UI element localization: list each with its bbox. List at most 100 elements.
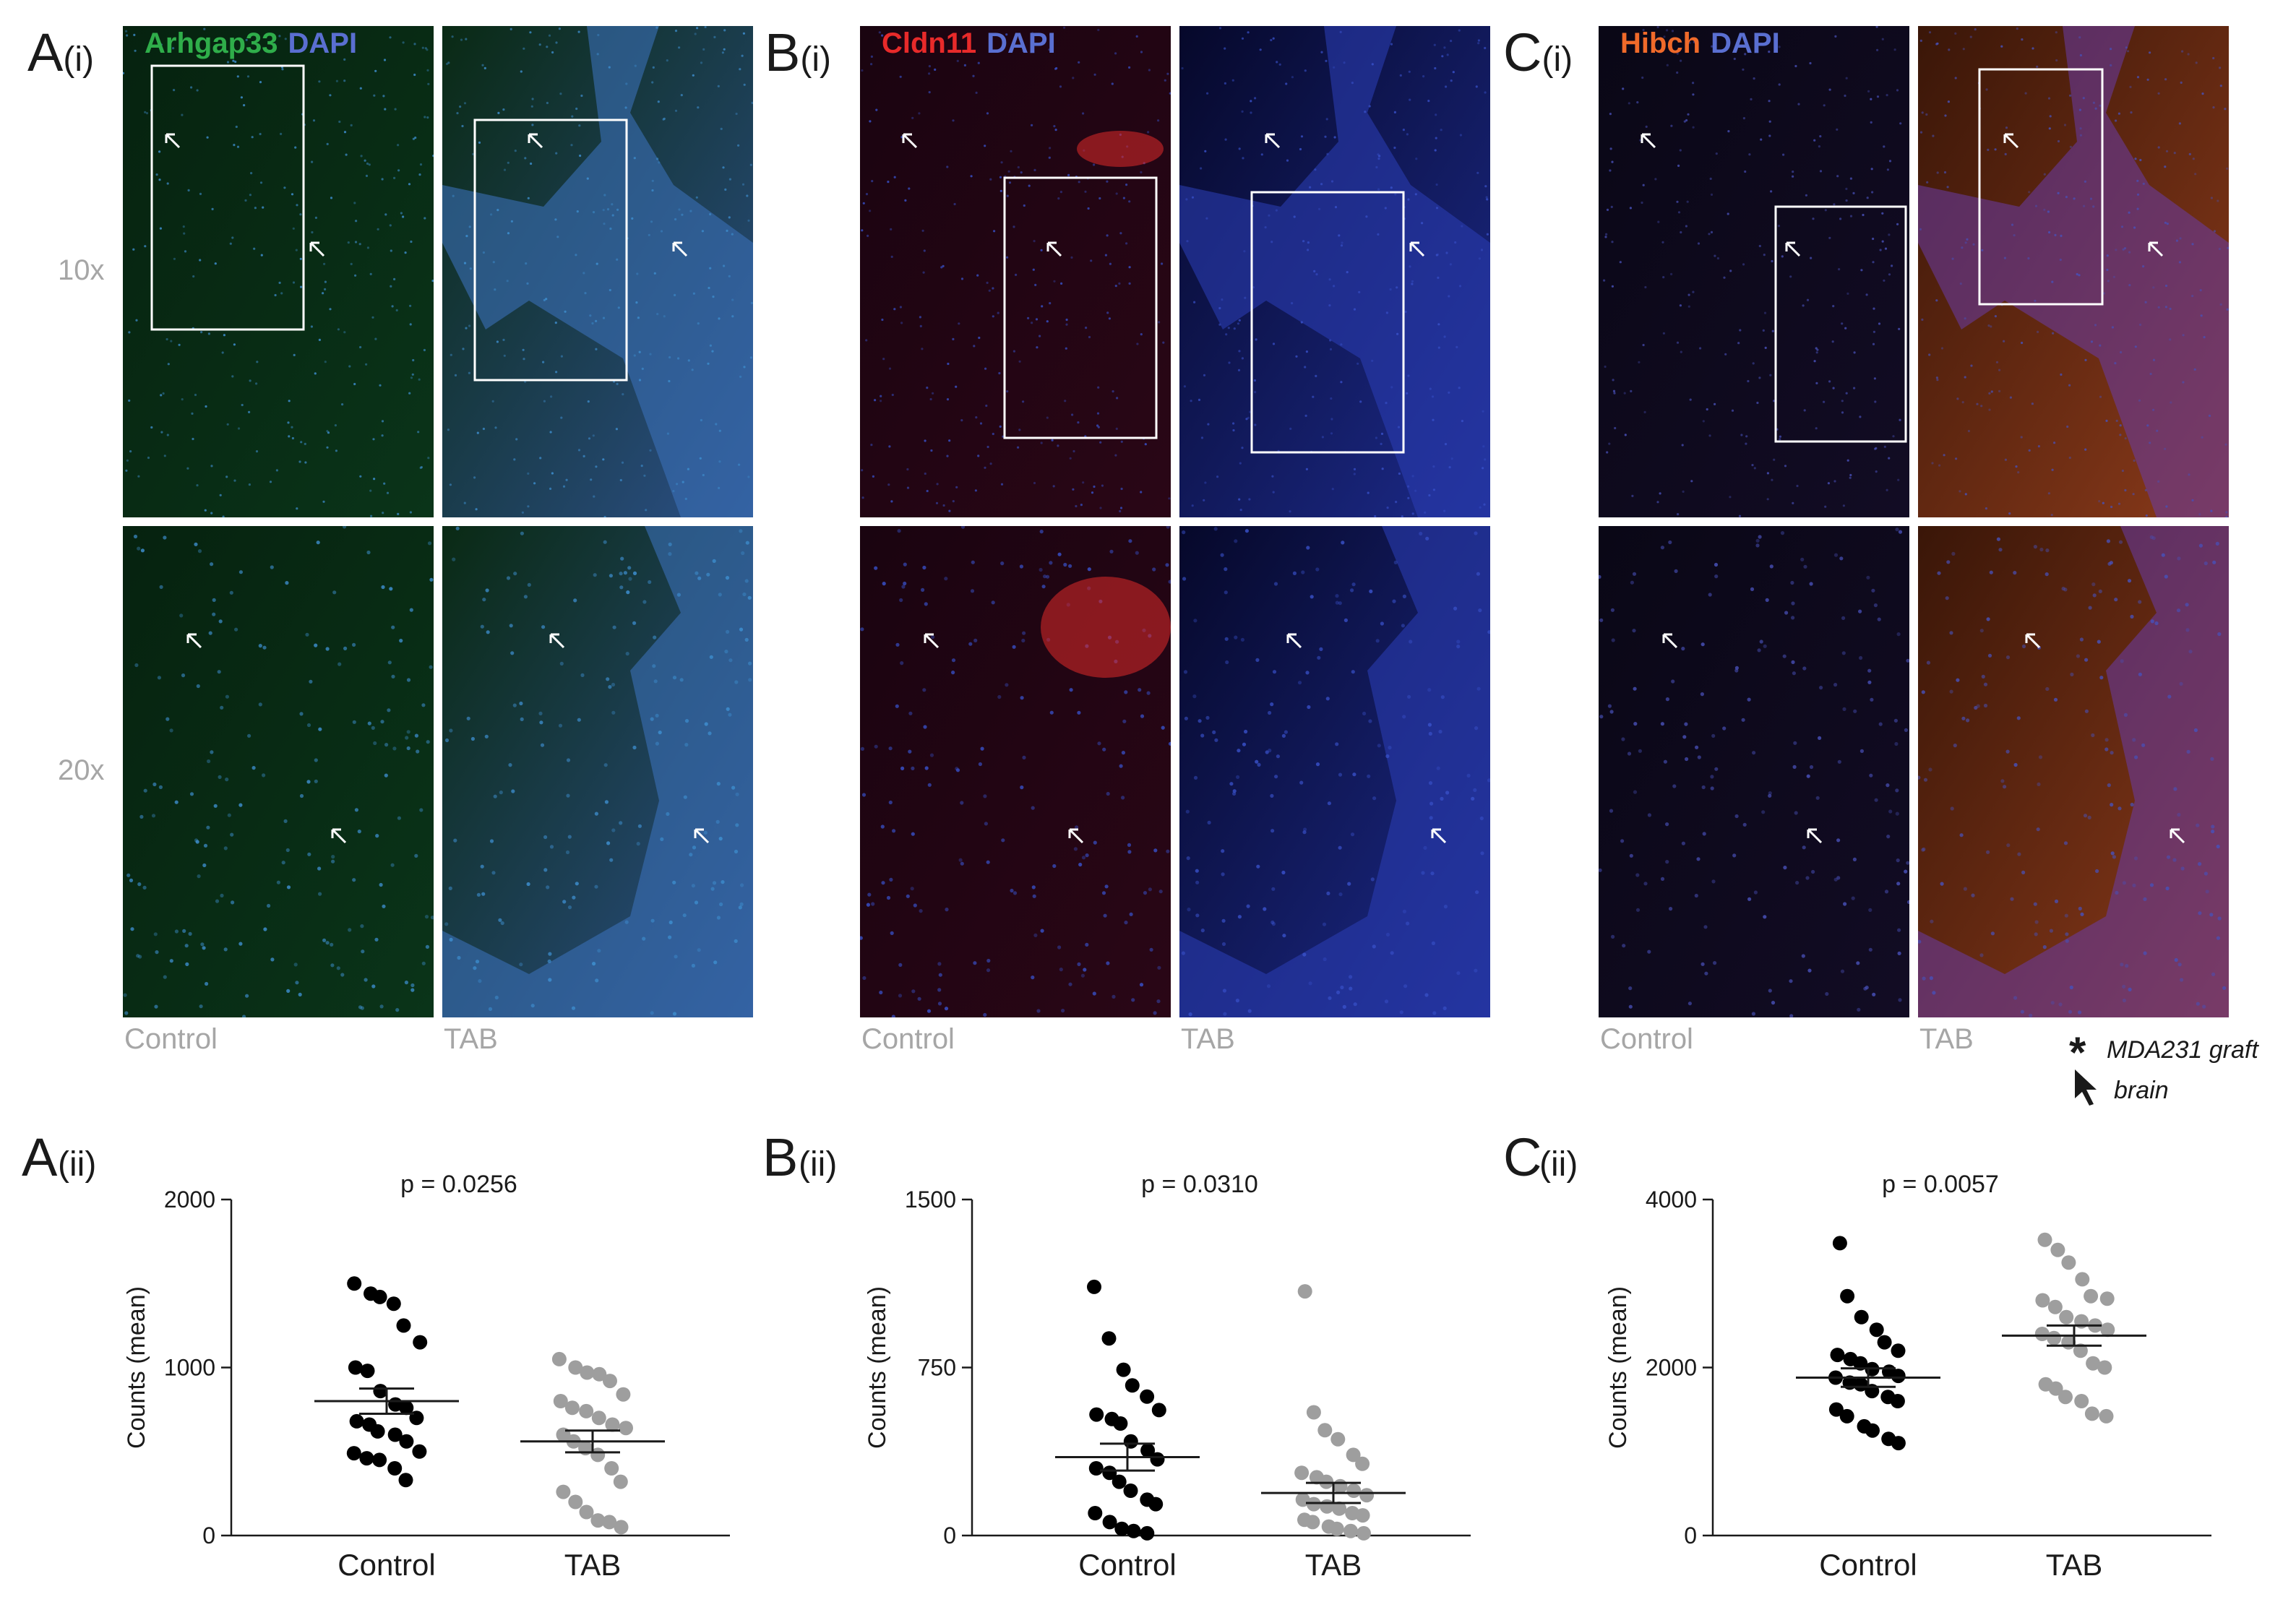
dapi-label: DAPI	[288, 27, 358, 59]
data-point	[1123, 1434, 1138, 1449]
data-point	[2084, 1406, 2099, 1421]
data-point	[1330, 1431, 1346, 1447]
zoom-region-frame	[1003, 176, 1158, 439]
data-point	[580, 1365, 595, 1380]
data-point	[1333, 1478, 1348, 1494]
data-point	[349, 1413, 364, 1429]
brain-arrow-icon	[1265, 133, 1281, 149]
data-point	[2047, 1330, 2062, 1345]
data-point	[2099, 1408, 2114, 1424]
panel-letter: C(i)	[1503, 26, 1573, 79]
data-point	[2058, 1390, 2073, 1405]
brain-arrow-icon	[1807, 828, 1823, 844]
stain-legend: Hibch DAPI	[1620, 27, 1780, 60]
data-point	[564, 1400, 580, 1416]
data-point	[2061, 1255, 2076, 1270]
data-point	[1101, 1331, 1117, 1346]
zoom-region-frame	[473, 119, 628, 382]
data-point	[2084, 1288, 2099, 1304]
zoom-region-frame	[1978, 68, 2104, 306]
zoom-region-frame	[1250, 191, 1405, 454]
data-point	[2074, 1394, 2089, 1408]
y-tick-label: 750	[918, 1355, 956, 1381]
brain-arrow-icon	[2003, 133, 2019, 149]
brain-arrow-icon	[1641, 133, 1656, 149]
data-point	[2099, 1291, 2115, 1306]
data-point	[568, 1360, 583, 1375]
graft-label: MDA231 graft	[2107, 1036, 2258, 1064]
data-point	[1853, 1356, 1868, 1371]
data-point	[1102, 1515, 1117, 1530]
data-point	[413, 1335, 428, 1350]
data-point	[2035, 1293, 2050, 1308]
brain-label: brain	[2114, 1077, 2169, 1104]
data-point	[616, 1387, 631, 1402]
magnification-label-10x: 10x	[58, 254, 105, 286]
data-point	[1854, 1309, 1869, 1325]
data-point	[1319, 1474, 1334, 1489]
y-axis-label: Counts (mean)	[1604, 1286, 1632, 1449]
brain-arrow-icon	[549, 633, 565, 649]
data-point	[1148, 1497, 1164, 1512]
data-point	[1306, 1405, 1321, 1420]
y-axis-label: Counts (mean)	[864, 1286, 891, 1449]
stain-legend: Arhgap33 DAPI	[145, 27, 357, 60]
data-point	[1297, 1284, 1312, 1299]
panel-letter-sub: (i)	[1542, 40, 1573, 79]
brain-arrow-icon	[1286, 633, 1302, 649]
data-point	[1113, 1416, 1128, 1431]
data-point	[1356, 1525, 1371, 1541]
data-point	[1112, 1474, 1127, 1489]
data-point	[1346, 1447, 1361, 1463]
data-point	[398, 1473, 413, 1488]
stain-legend: Cldn11 DAPI	[882, 27, 1056, 60]
data-point	[1150, 1452, 1165, 1467]
brain-arrow-icon	[1662, 633, 1678, 649]
control-10x-image	[123, 26, 434, 517]
data-point	[551, 1351, 567, 1366]
panel-letter-main: B	[765, 22, 801, 82]
dapi-label: DAPI	[986, 27, 1056, 59]
p-value-label: p = 0.0057	[1882, 1171, 1999, 1198]
dapi-label: DAPI	[1711, 27, 1780, 59]
figure-key: * MDA231 graft brain	[2063, 1028, 2287, 1111]
panel-letter-sub: (i)	[63, 40, 94, 79]
data-point	[1355, 1508, 1370, 1523]
data-point	[2047, 1299, 2063, 1314]
data-point	[592, 1366, 607, 1382]
y-tick-label: 4000	[1646, 1187, 1697, 1213]
y-tick-label: 2000	[164, 1187, 215, 1213]
data-point	[1853, 1377, 1868, 1392]
data-point	[1087, 1279, 1101, 1294]
data-point	[568, 1494, 583, 1510]
data-point	[1865, 1423, 1880, 1438]
control-10x-image	[860, 26, 1171, 517]
x-tick-label-control: Control	[337, 1548, 435, 1582]
data-point	[579, 1504, 594, 1520]
data-point	[619, 1421, 633, 1436]
p-value-label: p = 0.0310	[1141, 1171, 1258, 1198]
data-point	[1359, 1488, 1375, 1503]
data-point	[2059, 1309, 2074, 1325]
data-point	[1126, 1523, 1141, 1538]
y-tick-label: 0	[943, 1523, 956, 1549]
data-point	[1306, 1497, 1321, 1512]
data-point	[2050, 1242, 2065, 1257]
data-point	[614, 1520, 629, 1535]
brain-arrow-icon	[165, 133, 181, 149]
brain-arrow-icon	[331, 828, 347, 844]
data-point	[605, 1417, 620, 1432]
data-point	[1125, 1378, 1140, 1393]
data-point	[613, 1474, 628, 1489]
condition-label-tab: TAB	[1919, 1023, 1974, 1055]
x-tick-label-control: Control	[1819, 1548, 1917, 1582]
brain-arrow-icon	[902, 133, 918, 149]
data-point	[1116, 1362, 1131, 1377]
control-20x-image	[123, 526, 434, 1017]
data-point	[412, 1444, 427, 1459]
brain-arrow-icon	[2025, 633, 2041, 649]
panel-letter: A(i)	[27, 26, 94, 79]
data-point	[1332, 1501, 1347, 1516]
data-point	[2073, 1343, 2088, 1358]
data-point	[1869, 1322, 1884, 1338]
